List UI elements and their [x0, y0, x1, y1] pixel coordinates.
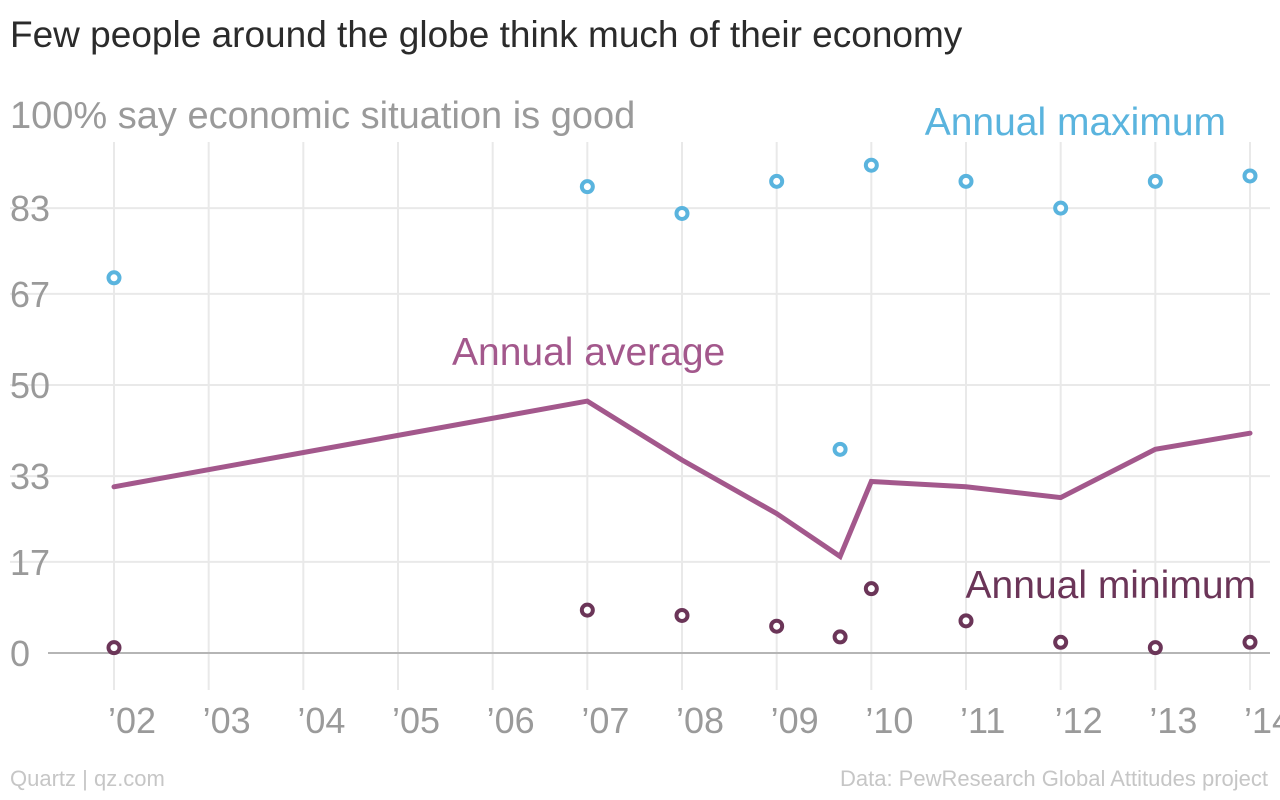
y-tick-label-67: 67 [10, 274, 50, 315]
point-annual-maximum-6 [958, 173, 974, 189]
point-annual-minimum-0 [106, 640, 122, 656]
series-label-annual-average: Annual average [452, 331, 725, 374]
point-annual-maximum-1 [579, 179, 595, 195]
point-annual-minimum-9 [1242, 634, 1258, 650]
x-tick-label-2014: ’14 [1244, 700, 1280, 741]
series-line-annual-average [111, 398, 1253, 561]
point-annual-minimum-5 [863, 581, 879, 597]
footer-source: Data: PewResearch Global Attitudes proje… [839, 766, 1268, 791]
x-tick-label-2010: ’10 [865, 700, 913, 741]
point-annual-minimum-6 [958, 613, 974, 629]
x-tick-label-2009: ’09 [771, 700, 819, 741]
point-annual-maximum-2 [674, 205, 690, 221]
point-annual-maximum-5 [863, 157, 879, 173]
point-annual-minimum-3 [769, 618, 785, 634]
series-annual-average [111, 398, 1253, 561]
x-tick-label-2012: ’12 [1055, 700, 1103, 741]
point-annual-maximum-8 [1147, 173, 1163, 189]
series-layer [106, 157, 1258, 656]
point-annual-minimum-8 [1147, 640, 1163, 656]
point-annual-maximum-3 [769, 173, 785, 189]
y-tick-label-33: 33 [10, 456, 50, 497]
x-tick-label-2004: ’04 [297, 700, 345, 741]
chart-title: Few people around the globe think much o… [10, 14, 963, 55]
x-tick-label-2013: ’13 [1149, 700, 1197, 741]
axes: 0 17 33 50 67 83 ’02 ’03 ’04 ’05 ’06 ’07 ’08 ’09 ’10 ’1… [10, 188, 1280, 741]
y-tick-label-17: 17 [10, 542, 50, 583]
y-tick-label-0: 0 [10, 633, 30, 674]
point-annual-maximum-0 [106, 270, 122, 286]
point-annual-minimum-4 [832, 629, 848, 645]
y-tick-label-50: 50 [10, 365, 50, 406]
y-axis-unit-label: 100% say economic situation is good [10, 95, 635, 137]
point-annual-minimum-7 [1053, 634, 1069, 650]
footer-credit: Quartz | qz.com [10, 766, 165, 791]
x-tick-label-2005: ’05 [392, 700, 440, 741]
y-tick-label-83: 83 [10, 188, 50, 229]
grid [10, 142, 1270, 690]
series-label-annual-minimum: Annual minimum [966, 564, 1256, 607]
point-annual-maximum-7 [1053, 200, 1069, 216]
series-label-annual-maximum: Annual maximum [925, 101, 1226, 144]
x-tick-label-2008: ’08 [676, 700, 724, 741]
x-tick-label-2002: ’02 [108, 700, 156, 741]
point-annual-minimum-1 [579, 602, 595, 618]
point-annual-maximum-4 [832, 441, 848, 457]
x-tick-label-2006: ’06 [487, 700, 535, 741]
point-annual-minimum-2 [674, 607, 690, 623]
x-tick-label-2003: ’03 [203, 700, 251, 741]
x-tick-label-2011: ’11 [960, 700, 1005, 741]
series-annual-minimum [106, 581, 1258, 656]
series-annual-maximum [106, 157, 1258, 457]
x-tick-label-2007: ’07 [581, 700, 629, 741]
point-annual-maximum-9 [1242, 168, 1258, 184]
